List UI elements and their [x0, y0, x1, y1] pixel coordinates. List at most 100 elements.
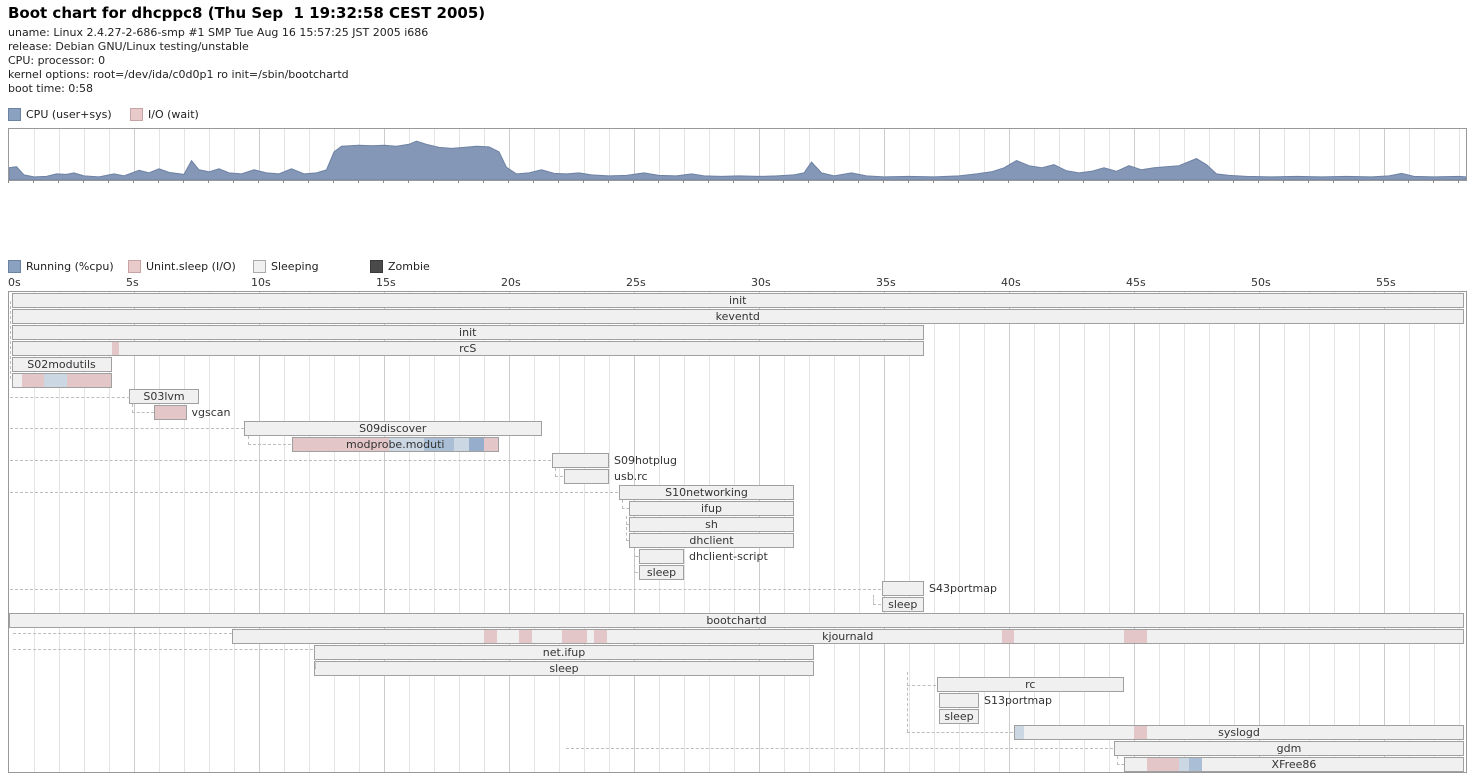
tree-connector: [634, 548, 635, 573]
state-segment-io: [66, 374, 111, 387]
gridline-major: [884, 129, 885, 180]
process-bar-syslogd: [1014, 725, 1464, 740]
tree-connector: [1117, 756, 1118, 765]
gridline-minor: [734, 129, 735, 180]
process-label: S13portmap: [984, 694, 1052, 707]
cpu-axis-tick: [233, 180, 234, 183]
gridline-minor: [34, 292, 35, 772]
proc-legend-label: Sleeping: [271, 260, 319, 273]
gridline-minor: [309, 129, 310, 180]
cpu-legend-label: CPU (user+sys): [26, 108, 112, 121]
gridline-minor: [1159, 129, 1160, 180]
state-segment-run_light: [454, 438, 469, 451]
cpu-axis-tick: [1033, 180, 1034, 183]
cpu-axis-tick: [458, 180, 459, 183]
cpu-axis-tick: [433, 180, 434, 183]
tree-connector: [622, 508, 629, 509]
tree-connector: [315, 659, 316, 669]
process-label: modprobe.moduti: [346, 438, 445, 451]
gridline-minor: [1334, 129, 1335, 180]
process-label: sh: [705, 518, 718, 531]
cpu-axis-tick: [1433, 180, 1434, 183]
gridline-minor: [1109, 129, 1110, 180]
process-bar-S10networking: [619, 485, 794, 500]
cpu-axis-tick: [758, 180, 759, 183]
cpu-axis-tick: [1408, 180, 1409, 183]
state-segment-io: [154, 406, 186, 419]
gridline-minor: [859, 129, 860, 180]
cpu-axis-tick: [1133, 180, 1134, 183]
gridline-major: [384, 292, 385, 772]
time-tick-label: 30s: [751, 276, 771, 289]
tree-connector: [132, 404, 133, 413]
gridline-minor: [1034, 129, 1035, 180]
time-tick-label: 15s: [376, 276, 396, 289]
cpu-axis-tick: [1108, 180, 1109, 183]
tree-connector: [907, 732, 1013, 733]
state-segment-io: [484, 630, 497, 643]
gridline-minor: [934, 129, 935, 180]
tree-connector: [132, 412, 154, 413]
process-label: sleep: [944, 710, 974, 723]
gridline-major: [1009, 129, 1010, 180]
proc-legend-label: Unint.sleep (I/O): [146, 260, 236, 273]
cpu-axis-tick: [158, 180, 159, 183]
gridline-minor: [909, 129, 910, 180]
gridline-minor: [159, 129, 160, 180]
proc-legend-item: Running (%cpu): [8, 260, 114, 273]
tree-connector: [248, 436, 249, 445]
gridline-major: [509, 292, 510, 772]
process-bar-S09hotplug: [551, 453, 609, 468]
tree-connector: [873, 595, 874, 605]
tree-connector: [13, 649, 313, 650]
time-tick-label: 35s: [876, 276, 896, 289]
gridline-major: [1009, 292, 1010, 772]
gridline-minor: [1434, 292, 1435, 772]
state-segment-io: [519, 630, 532, 643]
process-label: sleep: [549, 662, 579, 675]
gridline-major: [1259, 129, 1260, 180]
process-label: dhclient-script: [689, 550, 768, 563]
cpu-area-series: [9, 140, 1466, 180]
state-segment-io: [292, 438, 389, 451]
cpu-axis-tick: [8, 180, 9, 183]
gridline-minor: [584, 292, 585, 772]
gridline-minor: [834, 129, 835, 180]
process-bar-XFree86: [1124, 757, 1464, 772]
gridline-minor: [1234, 129, 1235, 180]
cpu-axis-tick: [183, 180, 184, 183]
cpu-axis-tick: [1258, 180, 1259, 183]
state-segment-io: [111, 342, 119, 355]
gridline-minor: [1034, 292, 1035, 772]
process-bar-vgscan: [154, 405, 187, 420]
gridline-minor: [334, 292, 335, 772]
process-bar-sleep: [639, 565, 684, 580]
gridline-minor: [1459, 129, 1460, 180]
cpu-usage-chart: [8, 128, 1467, 181]
cpu-axis-tick: [958, 180, 959, 183]
state-segment-io: [1001, 630, 1014, 643]
tree-connector: [634, 556, 640, 557]
state-segment-run_dark: [469, 438, 484, 451]
gridline-minor: [1059, 292, 1060, 772]
tree-connector: [907, 672, 908, 732]
gridline-minor: [984, 292, 985, 772]
gridline-minor: [34, 129, 35, 180]
gridline-minor: [909, 292, 910, 772]
gridline-minor: [709, 129, 710, 180]
gridline-minor: [659, 292, 660, 772]
cpu-axis-tick: [1008, 180, 1009, 183]
cpu-axis-tick: [208, 180, 209, 183]
tree-connector: [248, 444, 291, 445]
gridline-minor: [209, 292, 210, 772]
time-tick-label: 0s: [8, 276, 21, 289]
cpu-legend-item: CPU (user+sys): [8, 108, 112, 121]
gridline-minor: [84, 292, 85, 772]
system-info-line: boot time: 0:58: [8, 82, 94, 95]
cpu-axis-tick: [133, 180, 134, 183]
process-label: gdm: [1276, 742, 1302, 755]
gridline-minor: [1059, 129, 1060, 180]
gridline-minor: [1459, 292, 1460, 772]
cpu-legend-swatch: [8, 108, 21, 121]
state-segment-io: [1134, 726, 1147, 739]
